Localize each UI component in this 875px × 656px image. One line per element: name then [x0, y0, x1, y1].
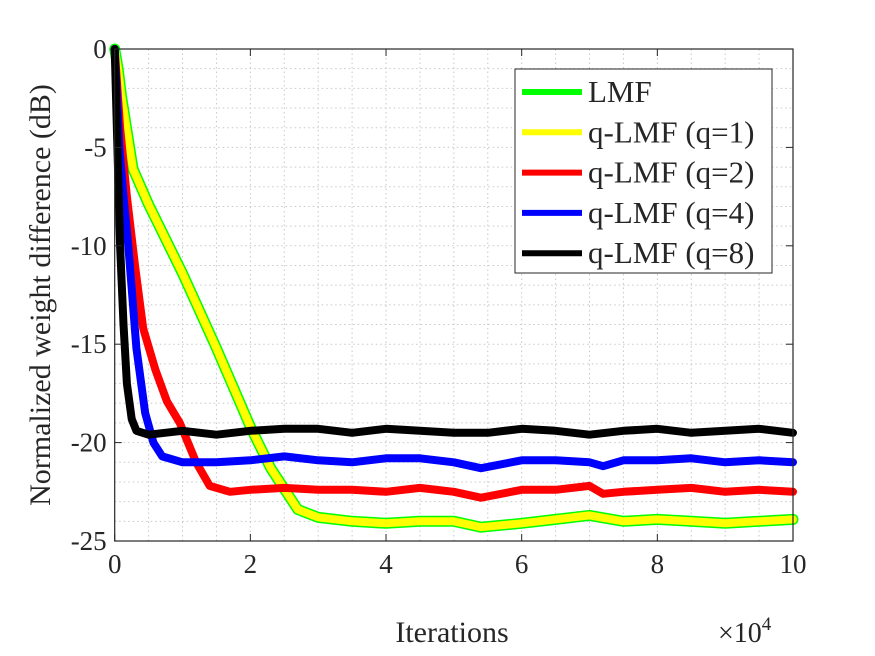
y-tick-label: -5: [84, 132, 107, 162]
x-tick-label: 2: [244, 549, 258, 579]
y-tick-label: -10: [71, 231, 107, 261]
series-line-q-lmf-q-2-: [110, 45, 797, 502]
x-axis-label: Iterations: [395, 616, 508, 649]
legend-label: LMF: [588, 74, 652, 109]
x-tick-label: 0: [108, 549, 122, 579]
legend-label: q-LMF (q=4): [588, 195, 754, 230]
legend-label: q-LMF (q=8): [588, 235, 754, 270]
y-tick-label: 0: [93, 34, 107, 64]
y-tick-label: -15: [71, 329, 107, 359]
legend-label: q-LMF (q=2): [588, 155, 754, 190]
x-tick-label: 6: [515, 549, 529, 579]
series-line-q-lmf-q-1-: [110, 45, 797, 532]
x-exponent-power: 4: [762, 614, 772, 635]
series-line-q-lmf-q-4-: [110, 45, 797, 473]
x-exponent: ×104: [718, 614, 772, 649]
x-exponent-base: ×10: [718, 618, 762, 649]
x-tick-label: 4: [379, 549, 393, 579]
series-lines: [109, 43, 799, 533]
legend-label: q-LMF (q=1): [588, 114, 754, 149]
y-tick-label: -25: [71, 526, 107, 556]
legend: LMF q-LMF (q=1) q-LMF (q=2) q-LMF (q=4) q-LM…: [514, 68, 773, 274]
y-tick-label: -20: [71, 428, 107, 458]
x-tick-label: 10: [780, 549, 807, 579]
series-line-q-lmf-q-8-: [110, 45, 797, 439]
x-tick-label: 8: [651, 549, 665, 579]
y-axis-label: Normalized weight difference (dB): [24, 84, 57, 506]
plot-frame: [114, 48, 794, 542]
axis-ticks: 0 2 4 6 8 10 0 -5 -10 -15 -20 -25: [71, 34, 807, 579]
